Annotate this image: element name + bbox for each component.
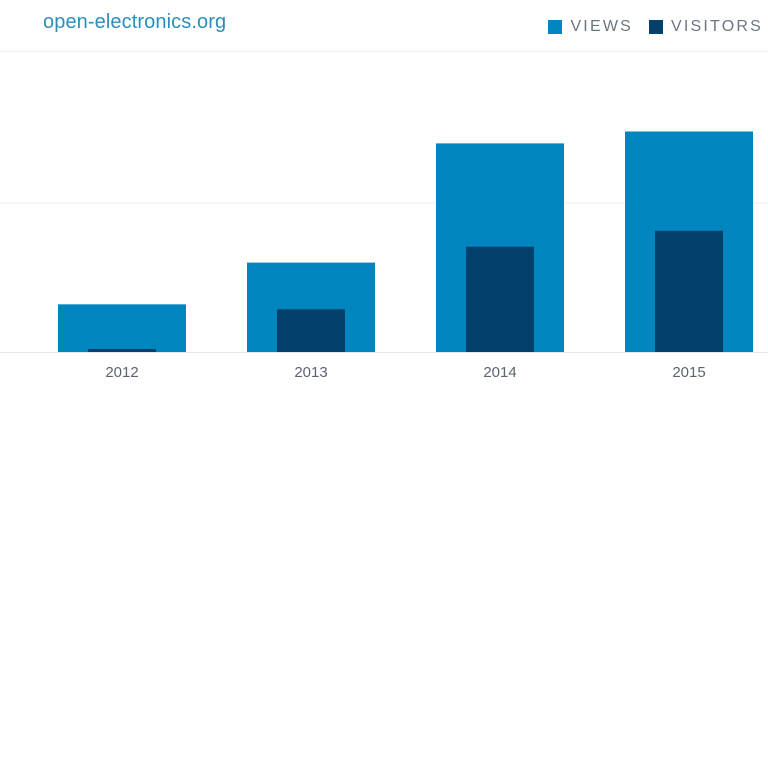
legend-label-views: VIEWS	[570, 18, 633, 35]
x-tick-label-2014: 2014	[483, 364, 516, 381]
bar-views-2012	[58, 304, 186, 352]
bar-visitors-2013	[277, 309, 345, 352]
card-header: open-electronics.org VIEWS VISITORS	[0, 0, 768, 52]
legend-item-visitors: VISITORS	[649, 18, 763, 36]
legend-swatch-views	[548, 20, 563, 34]
bar-chart: 2012 2013 2014 2015	[0, 131, 768, 381]
legend-label-visitors: VISITORS	[671, 18, 763, 35]
bar-visitors-2015	[655, 230, 723, 352]
chart-legend: VIEWS VISITORS	[532, 18, 763, 36]
x-tick-label-2012: 2012	[105, 364, 138, 381]
site-name-link[interactable]: open-electronics.org	[43, 11, 227, 33]
bar-visitors-2014	[466, 246, 534, 352]
legend-swatch-visitors	[649, 20, 663, 34]
bar-visitors-2012	[88, 349, 156, 352]
legend-item-views: VIEWS	[548, 18, 633, 36]
x-tick-label-2015: 2015	[672, 364, 705, 381]
x-tick-label-2013: 2013	[294, 364, 327, 381]
